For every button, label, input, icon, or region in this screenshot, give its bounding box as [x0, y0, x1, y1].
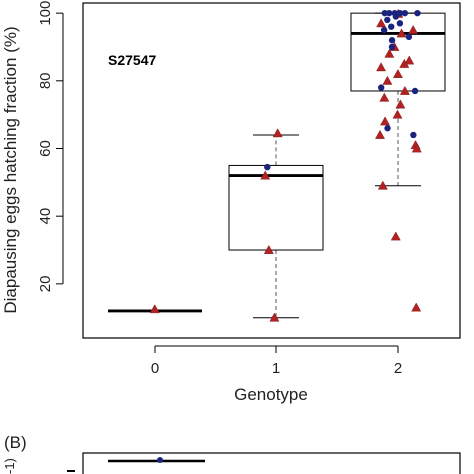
triangle-point [411, 143, 422, 153]
triangle-point [260, 170, 271, 180]
y-axis-title: Diapausing eggs hatching fraction (%) [1, 26, 20, 313]
circle-point [380, 26, 388, 34]
triangle-point [375, 129, 385, 139]
circle-point [388, 43, 396, 51]
y-tick-label: 80 [37, 72, 54, 89]
triangle-point [377, 180, 388, 190]
triangle-point [263, 245, 274, 254]
box-body [228, 164, 324, 251]
box-2 [350, 12, 446, 187]
triangle-point [395, 99, 406, 109]
circle-point [384, 16, 391, 24]
box-1 [228, 134, 324, 319]
x-tick-label: 1 [272, 360, 280, 377]
y-tick-label: 100 [37, 1, 54, 26]
x-tick-label: 0 [151, 360, 159, 377]
triangle-point [399, 58, 410, 68]
triangle-point [272, 128, 283, 138]
triangle-point [390, 231, 401, 241]
panel-b-point [157, 457, 163, 463]
circle-point [392, 13, 400, 20]
chart-annotation: S27547 [108, 52, 156, 68]
circle-point [405, 33, 413, 41]
triangle-point [408, 25, 419, 34]
x-axis: 0 1 2 [151, 345, 402, 377]
circle-point [396, 20, 404, 27]
triangle-point [399, 85, 410, 95]
circle-point [384, 125, 391, 132]
triangle-point [376, 18, 387, 28]
panel-b-frame [82, 452, 461, 474]
triangle-point [384, 48, 395, 58]
circle-point [264, 163, 271, 171]
x-tick-label: 2 [394, 360, 402, 377]
circle-point [388, 37, 396, 44]
triangle-point [392, 109, 403, 119]
triangle-point [379, 92, 390, 102]
circle-point [410, 131, 417, 139]
boxes [108, 12, 446, 319]
plot-frame [82, 2, 461, 339]
x-axis-title: Genotype [234, 385, 308, 404]
circle-point [414, 9, 421, 17]
circle-point [411, 87, 419, 95]
y-tick-label: 40 [37, 208, 54, 225]
y-tick-label: 20 [37, 276, 54, 293]
triangle-point [380, 116, 390, 126]
triangle-point [396, 28, 407, 38]
triangle-point [376, 62, 387, 72]
triangle-point [411, 302, 422, 312]
triangle-point [149, 304, 160, 314]
circle-point [401, 9, 409, 17]
triangle-point [393, 69, 403, 78]
triangle-point [269, 312, 280, 322]
data-points [149, 8, 422, 322]
circle-point [388, 23, 395, 30]
triangle-point [382, 75, 393, 85]
panel-b-label: (B) [4, 433, 27, 452]
circle-point [377, 84, 385, 91]
y-axis: 20 40 60 80 100 [37, 1, 64, 293]
triangle-point [404, 55, 415, 65]
circle-point [381, 9, 389, 17]
y-tick-label: 60 [37, 140, 54, 157]
panel-b-ylabel-fragment: -1) [2, 458, 17, 474]
circle-point [386, 9, 393, 17]
